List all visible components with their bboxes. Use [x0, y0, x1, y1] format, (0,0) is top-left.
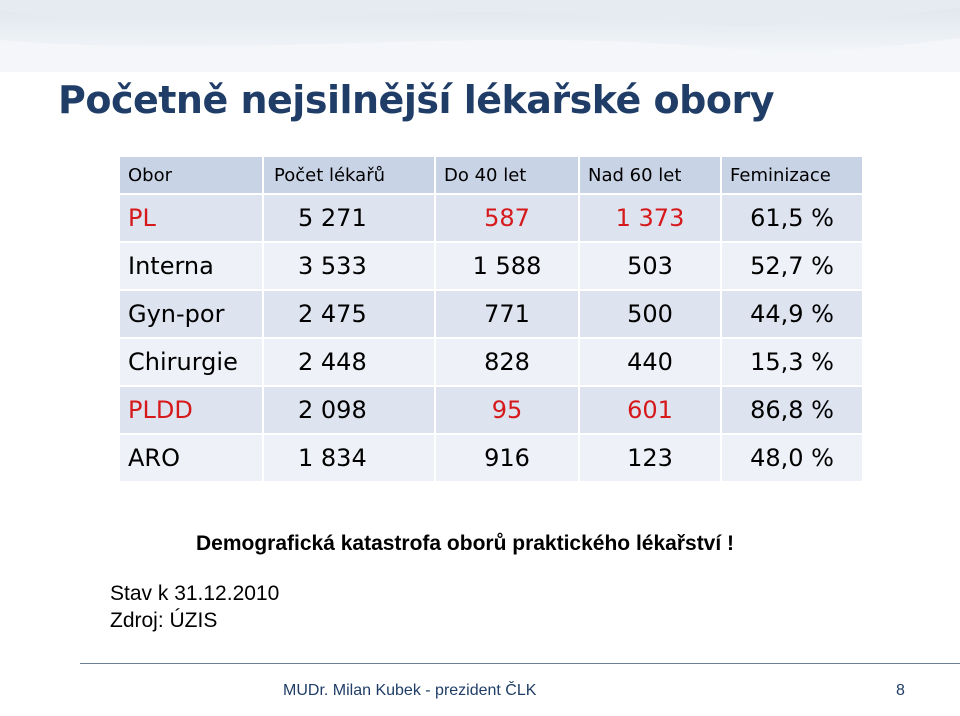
cell-feminizace: 86,8 % — [722, 387, 862, 433]
cell-obor: PLDD — [120, 387, 262, 433]
cell-nad-60: 123 — [580, 435, 720, 481]
cell-pocet: 2 448 — [264, 339, 434, 385]
cell-do-40: 587 — [436, 195, 578, 241]
table-row: PLDD 2 098 95 601 86,8 % — [120, 387, 862, 433]
column-header-do-40-let: Do 40 let — [436, 157, 578, 193]
table-row: PL 5 271 587 1 373 61,5 % — [120, 195, 862, 241]
table-row: Chirurgie 2 448 828 440 15,3 % — [120, 339, 862, 385]
cell-feminizace: 61,5 % — [722, 195, 862, 241]
cell-pocet: 5 271 — [264, 195, 434, 241]
cell-obor: Chirurgie — [120, 339, 262, 385]
cell-do-40: 95 — [436, 387, 578, 433]
cell-nad-60: 500 — [580, 291, 720, 337]
cell-pocet: 2 475 — [264, 291, 434, 337]
cell-obor: Interna — [120, 243, 262, 289]
table-row: Gyn-por 2 475 771 500 44,9 % — [120, 291, 862, 337]
source-info: Stav k 31.12.2010 Zdroj: ÚZIS — [110, 580, 279, 634]
cell-do-40: 771 — [436, 291, 578, 337]
table-row: Interna 3 533 1 588 503 52,7 % — [120, 243, 862, 289]
banner-wave-decoration — [0, 0, 960, 72]
demography-note: Demografická katastrofa oborů praktickéh… — [196, 532, 735, 555]
cell-do-40: 1 588 — [436, 243, 578, 289]
cell-do-40: 828 — [436, 339, 578, 385]
status-date: Stav k 31.12.2010 — [110, 582, 280, 605]
cell-nad-60: 601 — [580, 387, 720, 433]
cell-do-40: 916 — [436, 435, 578, 481]
cell-feminizace: 48,0 % — [722, 435, 862, 481]
cell-obor: Gyn-por — [120, 291, 262, 337]
table-row: ARO 1 834 916 123 48,0 % — [120, 435, 862, 481]
table-header-row: Obor Počet lékařů Do 40 let Nad 60 let F… — [120, 157, 862, 193]
column-header-pocet-lekaru: Počet lékařů — [264, 157, 434, 193]
cell-nad-60: 503 — [580, 243, 720, 289]
cell-pocet: 3 533 — [264, 243, 434, 289]
cell-nad-60: 1 373 — [580, 195, 720, 241]
column-header-obor: Obor — [120, 157, 262, 193]
cell-pocet: 1 834 — [264, 435, 434, 481]
column-header-feminizace: Feminizace — [722, 157, 862, 193]
cell-feminizace: 15,3 % — [722, 339, 862, 385]
cell-obor: PL — [120, 195, 262, 241]
cell-feminizace: 52,7 % — [722, 243, 862, 289]
doctors-table: Obor Počet lékařů Do 40 let Nad 60 let F… — [118, 155, 864, 483]
column-header-nad-60-let: Nad 60 let — [580, 157, 720, 193]
footer-divider — [80, 663, 960, 664]
header-banner — [0, 0, 960, 72]
slide-title: Početně nejsilnější lékařské obory — [58, 78, 774, 122]
cell-feminizace: 44,9 % — [722, 291, 862, 337]
cell-nad-60: 440 — [580, 339, 720, 385]
cell-obor: ARO — [120, 435, 262, 481]
page-number: 8 — [896, 682, 905, 699]
footer-author: MUDr. Milan Kubek - prezident ČLK — [283, 682, 537, 699]
cell-pocet: 2 098 — [264, 387, 434, 433]
data-source: Zdroj: ÚZIS — [110, 609, 218, 632]
